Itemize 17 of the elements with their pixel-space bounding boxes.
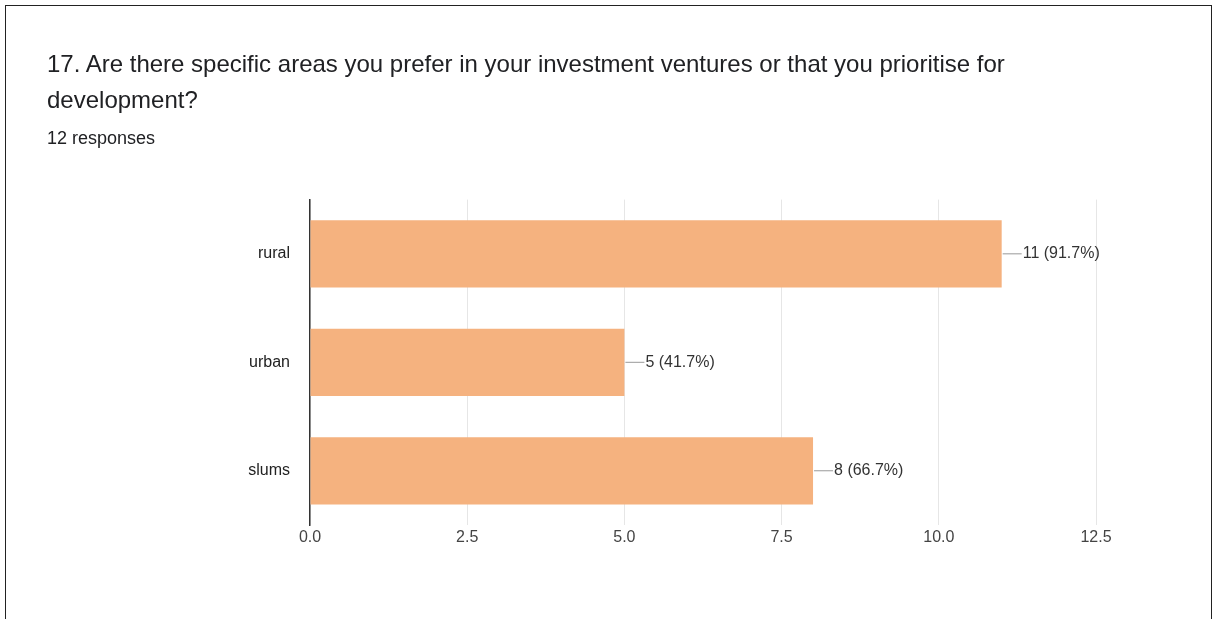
x-tick-label: 10.0 [923, 528, 955, 546]
chart-title: 17. Are there specific areas you prefer in your investment ventures or that you prioritise for development? [47, 49, 1006, 115]
data-label: 5 (41.7%) [645, 352, 715, 370]
x-tick-label: 2.5 [456, 528, 479, 546]
bar [310, 220, 1002, 288]
y-tick-label: slums [248, 461, 290, 479]
x-tick-label: 5.0 [613, 528, 636, 546]
y-tick-label: urban [249, 352, 290, 370]
bar [310, 437, 814, 505]
y-tick-label: rural [257, 244, 290, 262]
x-tick-label: 0.0 [298, 528, 322, 546]
x-tick-label: 7.5 [770, 528, 793, 546]
data-label: 8 (66.7%) [834, 461, 904, 479]
data-label: 11 (91.7%) [1022, 244, 1100, 262]
text: 12 responses [47, 128, 156, 149]
x-tick-label: 12.5 [1080, 528, 1112, 546]
bar [310, 328, 625, 396]
